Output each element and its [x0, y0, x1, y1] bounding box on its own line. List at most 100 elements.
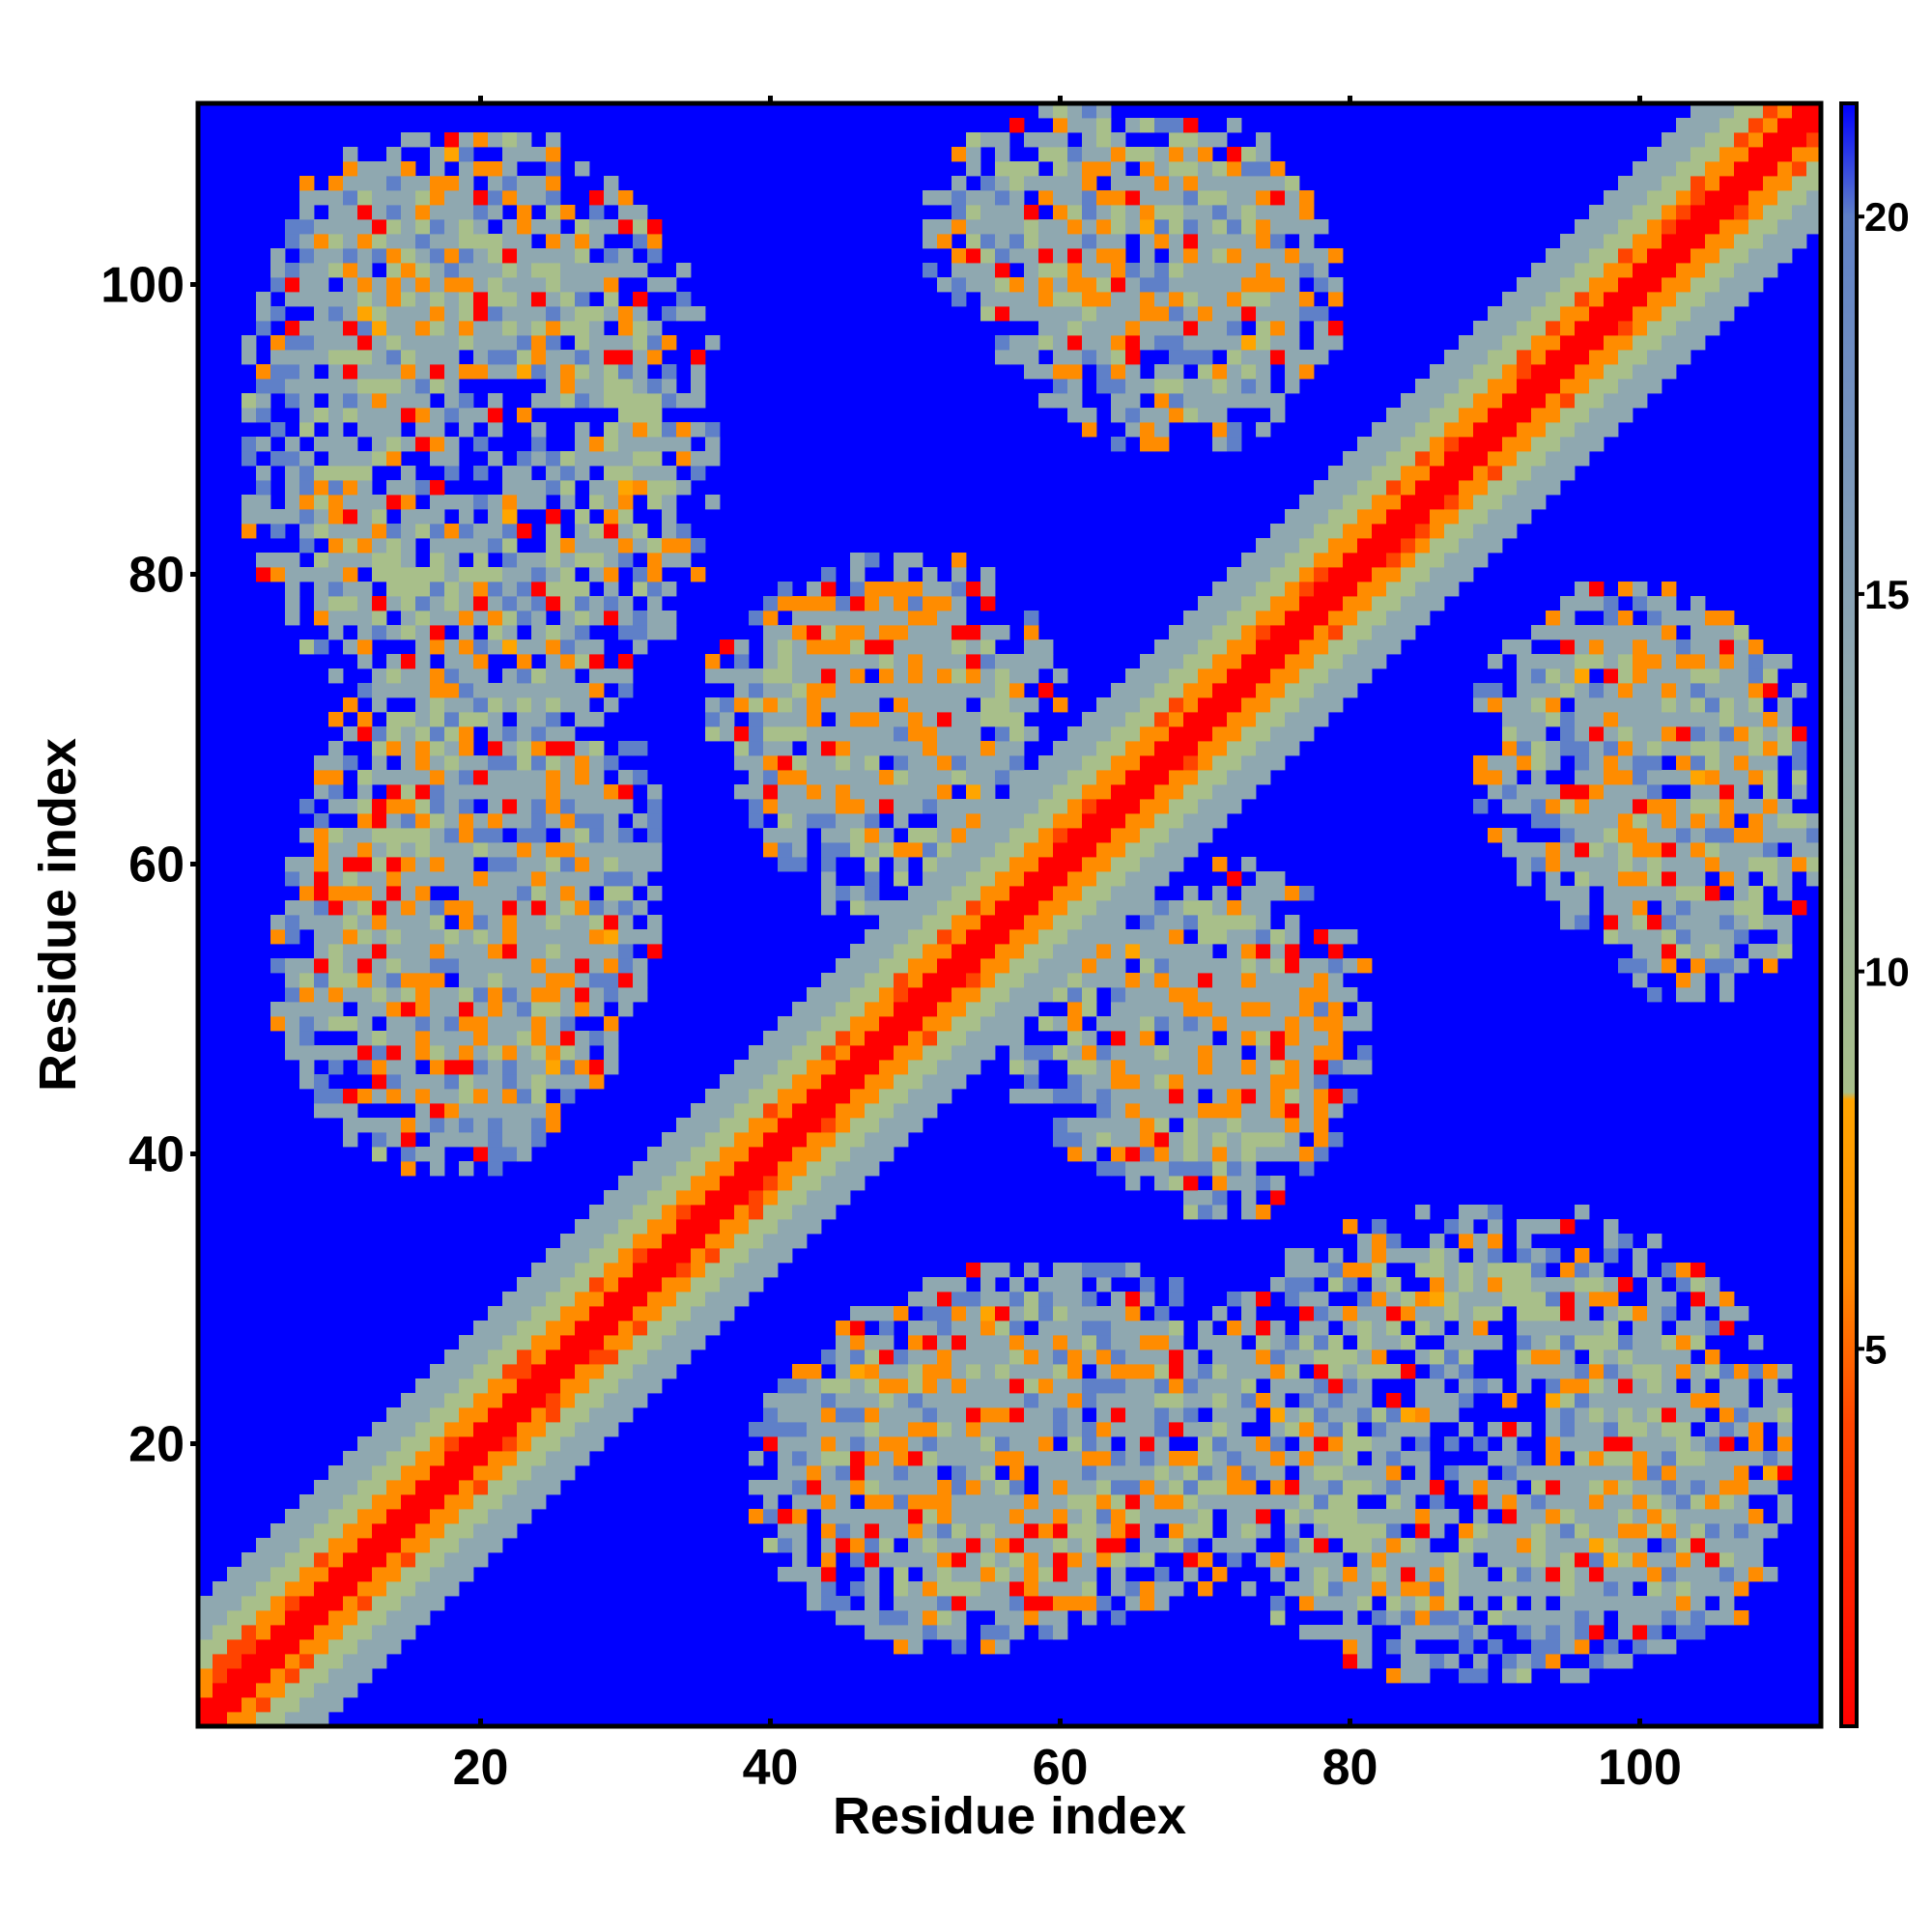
- heatmap-cell: [502, 1436, 518, 1452]
- heatmap-cell: [1328, 1451, 1344, 1466]
- heatmap-cell: [546, 582, 561, 597]
- heatmap-cell: [980, 741, 996, 756]
- heatmap-cell: [372, 683, 387, 698]
- heatmap-cell: [1024, 1509, 1039, 1524]
- heatmap-cell: [908, 828, 923, 843]
- heatmap-cell: [1241, 393, 1257, 409]
- heatmap-cell: [1067, 1567, 1083, 1582]
- heatmap-cell: [1285, 1103, 1300, 1119]
- heatmap-cell: [1024, 668, 1039, 684]
- heatmap-cell: [1125, 1118, 1141, 1133]
- heatmap-cell: [1009, 886, 1025, 901]
- heatmap-cell: [1038, 132, 1054, 148]
- heatmap-cell: [633, 364, 648, 380]
- heatmap-cell: [618, 1248, 634, 1264]
- heatmap-cell: [836, 712, 851, 727]
- heatmap-cell: [430, 219, 445, 235]
- heatmap-cell: [836, 1161, 851, 1177]
- heatmap-cell: [575, 770, 590, 785]
- heatmap-cell: [995, 973, 1010, 988]
- heatmap-cell: [923, 219, 938, 235]
- heatmap-cell: [444, 1509, 460, 1524]
- heatmap-cell: [792, 1378, 808, 1394]
- heatmap-cell: [430, 379, 445, 394]
- heatmap-cell: [415, 1451, 431, 1466]
- heatmap-cell: [575, 1321, 590, 1336]
- heatmap-cell: [1241, 248, 1257, 264]
- heatmap-cell: [459, 1161, 474, 1177]
- heatmap-cell: [459, 219, 474, 235]
- heatmap-cell: [328, 944, 344, 959]
- heatmap-cell: [386, 1610, 402, 1626]
- heatmap-cell: [1285, 567, 1300, 582]
- heatmap-cell: [1256, 1089, 1271, 1104]
- heatmap-cell: [343, 958, 358, 974]
- heatmap-cell: [1009, 654, 1025, 669]
- heatmap-cell: [589, 929, 605, 945]
- heatmap-cell: [1328, 524, 1344, 539]
- heatmap-cell: [415, 726, 431, 742]
- heatmap-cell: [821, 567, 837, 582]
- heatmap-cell: [502, 915, 518, 930]
- heatmap-cell: [1096, 1103, 1112, 1119]
- heatmap-cell: [1067, 350, 1083, 365]
- heatmap-cell: [1154, 915, 1170, 930]
- heatmap-cell: [1227, 1118, 1242, 1133]
- heatmap-cell: [328, 987, 344, 1003]
- heatmap-cell: [430, 538, 445, 554]
- heatmap-cell: [1227, 1494, 1242, 1510]
- heatmap-cell: [763, 596, 779, 611]
- heatmap-cell: [894, 958, 909, 974]
- heatmap-cell: [1299, 364, 1315, 380]
- heatmap-cell: [386, 335, 402, 351]
- heatmap-cell: [1125, 393, 1141, 409]
- heatmap-cell: [285, 1538, 300, 1553]
- heatmap-cell: [1270, 292, 1286, 307]
- heatmap-cell: [357, 161, 373, 177]
- heatmap-cell: [1343, 1350, 1358, 1365]
- heatmap-cell: [1357, 1002, 1373, 1017]
- heatmap-cell: [560, 205, 576, 220]
- heatmap-cell: [473, 495, 489, 510]
- heatmap-cell: [1227, 147, 1242, 162]
- heatmap-cell: [850, 1436, 866, 1452]
- heatmap-cell: [1372, 1451, 1387, 1466]
- heatmap-cell: [604, 1016, 619, 1032]
- heatmap-cell: [1125, 1422, 1141, 1437]
- heatmap-cell: [502, 1393, 518, 1408]
- heatmap-cell: [517, 668, 532, 684]
- heatmap-cell: [633, 1234, 648, 1249]
- heatmap-cell: [1009, 857, 1025, 872]
- heatmap-cell: [430, 1002, 445, 1017]
- heatmap-cell: [1256, 900, 1271, 916]
- heatmap-cell: [1372, 1407, 1387, 1423]
- heatmap-cell: [734, 1292, 750, 1307]
- heatmap-cell: [604, 828, 619, 843]
- heatmap-cell: [1067, 234, 1083, 249]
- heatmap-cell: [372, 1002, 387, 1017]
- heatmap-cell: [1386, 1292, 1402, 1307]
- heatmap-cell: [995, 1031, 1010, 1046]
- heatmap-cell: [1328, 639, 1344, 655]
- heatmap-cell: [995, 248, 1010, 264]
- heatmap-cell: [517, 1393, 532, 1408]
- heatmap-cell: [923, 1364, 938, 1379]
- heatmap-cell: [473, 364, 489, 380]
- heatmap-cell: [792, 1465, 808, 1481]
- heatmap-cell: [865, 973, 880, 988]
- heatmap-cell: [560, 567, 576, 582]
- heatmap-cell: [386, 958, 402, 974]
- heatmap-cell: [676, 524, 692, 539]
- heatmap-cell: [1372, 1350, 1387, 1365]
- heatmap-cell: [1328, 944, 1344, 959]
- heatmap-cell: [995, 1378, 1010, 1394]
- heatmap-cell: [908, 1625, 923, 1640]
- heatmap-cell: [1140, 973, 1155, 988]
- heatmap-cell: [459, 1378, 474, 1394]
- heatmap-cell: [894, 683, 909, 698]
- heatmap-cell: [1053, 784, 1068, 800]
- heatmap-cell: [1256, 770, 1271, 785]
- heatmap-cell: [763, 1060, 779, 1075]
- heatmap-cell: [1285, 248, 1300, 264]
- heatmap-cell: [618, 1364, 634, 1379]
